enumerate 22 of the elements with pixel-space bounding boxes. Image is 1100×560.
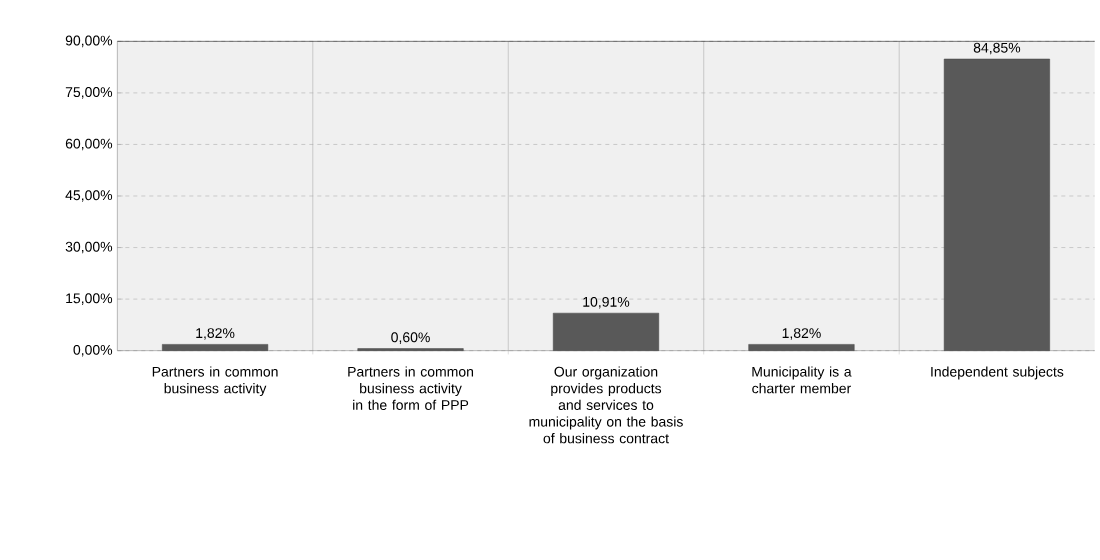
bar xyxy=(162,344,269,351)
y-tick-label: 60,00% xyxy=(65,138,113,151)
bar xyxy=(943,58,1050,351)
y-tick-label: 90,00% xyxy=(65,35,113,48)
bar xyxy=(357,348,464,351)
x-tick-label: Our organization provides products and services to municipality on the basis of business contract xyxy=(529,366,683,444)
x-tick-label: Municipality is a charter member xyxy=(752,366,852,394)
data-label: 10,91% xyxy=(583,296,630,309)
y-tick-label: 45,00% xyxy=(65,190,113,202)
data-label: 1,82% xyxy=(782,328,821,340)
data-label: 84,85% xyxy=(973,42,1021,55)
x-tick-label: Partners in common business activity in the form of PPP xyxy=(348,366,474,411)
x-tick-label: Independent subjects xyxy=(931,366,1064,380)
bar xyxy=(748,344,855,351)
y-tick-label: 15,00% xyxy=(66,293,113,305)
y-tick-label: 30,00% xyxy=(65,241,113,254)
data-label: 1,82% xyxy=(196,328,235,340)
bar xyxy=(552,312,660,351)
y-tick-label: 75,00% xyxy=(65,87,113,99)
x-tick-label: Partners in common business activity xyxy=(152,366,278,397)
y-tick-label: 0,00% xyxy=(73,344,113,357)
data-label: 0,60% xyxy=(391,332,430,344)
